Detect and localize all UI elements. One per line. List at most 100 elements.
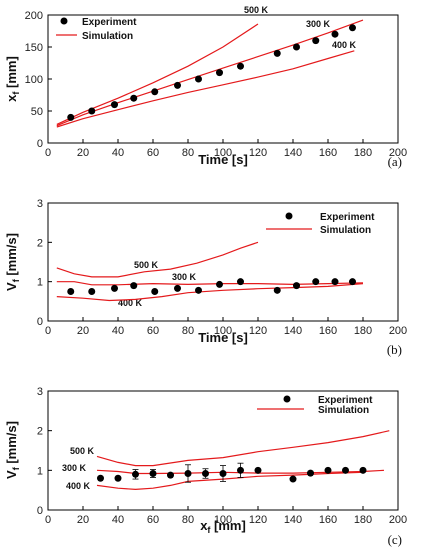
x-tick-label: 120 xyxy=(249,147,267,159)
experiment-point xyxy=(195,75,202,83)
legend-experiment: Experiment xyxy=(320,212,375,223)
y-tick-label: 150 xyxy=(25,42,43,54)
x-tick-label: 140 xyxy=(284,325,302,337)
legend-experiment: Experiment xyxy=(318,395,373,406)
x-tick-label: 80 xyxy=(182,325,194,337)
experiment-point xyxy=(132,470,139,478)
x-tick-label: 180 xyxy=(354,514,372,526)
x-tick-label: 180 xyxy=(354,325,372,337)
experiment-point xyxy=(342,466,349,474)
label-300k: 300 K xyxy=(306,19,331,29)
experiment-point xyxy=(130,94,138,102)
panel-a: Time [s] xf [mm] Experiment Simulation 5… xyxy=(4,5,407,169)
legend-marker-experiment xyxy=(285,212,293,220)
label-400k: 400 K xyxy=(332,40,357,50)
panel-b: Time [s] Vf [mm/s] Experiment Simulation… xyxy=(4,198,407,357)
experiment-point xyxy=(97,474,104,482)
x-tick-label: 200 xyxy=(389,325,407,337)
x-tick-label: 80 xyxy=(182,514,194,526)
y-tick-label: 0 xyxy=(37,505,43,517)
y-tick-label: 2 xyxy=(37,237,43,249)
experiment-point xyxy=(331,278,339,286)
x-tick-label: 140 xyxy=(284,514,302,526)
experiment-point xyxy=(312,37,320,45)
x-axis-label: Time [s] xyxy=(198,152,248,167)
simulation-line-0 xyxy=(56,241,259,278)
x-tick-label: 100 xyxy=(214,514,232,526)
experiment-point xyxy=(130,282,138,290)
x-tick-label: 60 xyxy=(147,325,159,337)
experiment-point xyxy=(111,101,118,109)
y-tick-label: 200 xyxy=(25,10,43,22)
y-tick-label: 1 xyxy=(37,465,43,477)
y-tick-label: 0 xyxy=(37,138,43,150)
experiment-point xyxy=(88,288,96,295)
experiment-point xyxy=(184,470,192,478)
legend-experiment: Experiment xyxy=(82,17,137,28)
legend-simulation: Simulation xyxy=(318,405,369,416)
x-tick-label: 20 xyxy=(77,514,89,526)
x-tick-label: 140 xyxy=(284,147,302,159)
experiment-point xyxy=(289,475,297,483)
legend-simulation: Simulation xyxy=(82,31,133,42)
x-tick-label: 20 xyxy=(77,325,89,337)
y-tick-label: 0 xyxy=(37,316,43,328)
y-tick-label: 3 xyxy=(37,386,43,398)
x-tick-label: 60 xyxy=(147,514,159,526)
experiment-point xyxy=(312,278,320,286)
panel-c: xf [mm] Vf [mm/s] Experiment Simulation … xyxy=(4,386,407,547)
experiment-point xyxy=(349,278,356,286)
y-tick-label: 100 xyxy=(25,74,43,86)
x-tick-label: 0 xyxy=(45,147,51,159)
experiment-point xyxy=(88,107,96,115)
y-tick-label: 3 xyxy=(37,198,43,210)
panel-label: (b) xyxy=(387,342,402,357)
experiment-point xyxy=(174,284,181,292)
experiment-point xyxy=(307,469,314,477)
experiment-point xyxy=(359,466,367,474)
x-tick-label: 200 xyxy=(389,147,407,159)
legend-marker-experiment xyxy=(60,17,68,25)
y-tick-label: 2 xyxy=(37,426,43,438)
label-300k: 300 K xyxy=(62,463,87,473)
legend-marker-experiment xyxy=(283,395,291,403)
x-axis-label: Time [s] xyxy=(198,330,248,345)
label-500k: 500 K xyxy=(70,446,95,456)
experiment-point xyxy=(195,286,202,294)
y-tick-label: 50 xyxy=(31,106,43,118)
experiment-point xyxy=(273,49,281,57)
experiment-point xyxy=(174,81,181,89)
x-tick-label: 40 xyxy=(112,514,124,526)
simulation-line-2 xyxy=(56,283,364,302)
simulation-line-2 xyxy=(56,50,355,128)
experiment-point xyxy=(237,62,244,70)
x-tick-label: 160 xyxy=(319,325,337,337)
experiment-point xyxy=(151,288,159,295)
experiment-point xyxy=(273,286,281,294)
experiment-point xyxy=(167,471,174,479)
experiment-point xyxy=(293,282,300,290)
x-tick-label: 60 xyxy=(147,147,159,159)
experiment-point xyxy=(324,466,332,474)
experiment-point xyxy=(149,470,157,478)
simulation-line-1 xyxy=(56,281,364,286)
experiment-point xyxy=(237,278,244,286)
y-axis-label: xf [mm] xyxy=(4,56,21,102)
x-tick-label: 100 xyxy=(214,147,232,159)
label-500k: 500 K xyxy=(244,5,269,15)
simulation-line-1 xyxy=(56,19,364,127)
x-tick-label: 160 xyxy=(319,514,337,526)
x-tick-label: 80 xyxy=(182,147,194,159)
experiment-point xyxy=(331,30,339,38)
y-tick-label: 1 xyxy=(37,277,43,289)
experiment-point xyxy=(202,470,209,478)
experiment-point xyxy=(216,280,223,288)
simulation-line-0 xyxy=(56,23,259,125)
x-tick-label: 40 xyxy=(112,325,124,337)
experiment-point xyxy=(254,466,262,474)
x-tick-label: 20 xyxy=(77,147,89,159)
label-500k: 500 K xyxy=(134,260,159,270)
experiment-point xyxy=(114,474,122,482)
x-tick-label: 0 xyxy=(45,325,51,337)
